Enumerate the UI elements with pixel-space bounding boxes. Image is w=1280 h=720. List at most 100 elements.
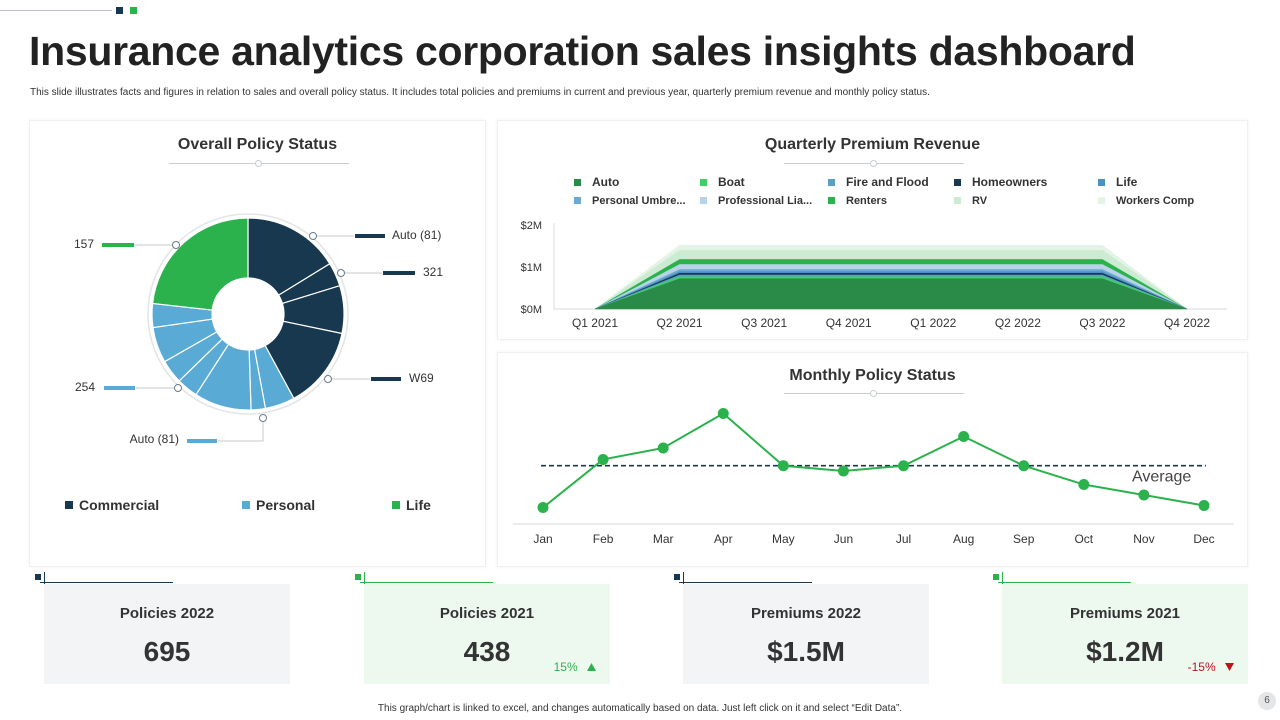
data-point-mar xyxy=(657,442,669,454)
data-point-oct xyxy=(1078,479,1090,491)
kpi-card-premiums-2022[interactable]: Premiums 2022 $1.5M xyxy=(683,584,929,684)
kpi-value: $1.5M xyxy=(767,636,845,667)
donut-chart[interactable]: Auto (81) 321 W69 157 254 Auto (81) Commercial… xyxy=(30,121,487,568)
quarterly-premium-revenue-panel[interactable]: Quarterly Premium Revenue $2M $1M $0M Q1 20… xyxy=(497,120,1248,340)
data-point-dec xyxy=(1198,499,1210,511)
x-tick-label: Q2 2021 xyxy=(657,316,703,330)
callout-leader-line xyxy=(218,422,264,442)
legend-swatch xyxy=(1098,197,1105,204)
legend-label: Fire and Flood xyxy=(846,175,929,189)
kpi-change-value: -15% xyxy=(1187,660,1216,674)
kpi-accent-line xyxy=(998,582,1131,583)
x-tick-label: Q3 2022 xyxy=(1079,316,1125,330)
kpi-accent-line xyxy=(360,582,493,583)
kpi-marker-square xyxy=(355,574,361,580)
callout-dot xyxy=(324,375,332,383)
x-tick-label: Aug xyxy=(953,532,974,546)
kpi-accent-line xyxy=(40,582,173,583)
page-title: Insurance analytics corporation sales in… xyxy=(29,28,1136,74)
series-line xyxy=(542,412,1205,509)
kpi-card-policies-2022[interactable]: Policies 2022 695 xyxy=(44,584,290,684)
data-point-jun xyxy=(837,465,849,477)
callout-dot xyxy=(172,241,180,249)
x-tick-label: Q2 2022 xyxy=(995,316,1041,330)
legend-swatch-commercial xyxy=(65,501,73,509)
kpi-card-policies-2021[interactable]: Policies 2021 438 15% xyxy=(364,584,610,684)
header-accent-square-green xyxy=(130,7,137,14)
kpi-card-premiums-2021[interactable]: Premiums 2021 $1.2M -15% xyxy=(1002,584,1248,684)
data-point-apr xyxy=(717,407,729,419)
data-point-sep xyxy=(1018,460,1030,472)
footer-note: This graph/chart is linked to excel, and… xyxy=(377,703,903,714)
callout-dot xyxy=(174,384,182,392)
x-tick-label: Jan xyxy=(533,532,552,546)
kpi-marker-square xyxy=(674,574,680,580)
legend-label-personal: Personal xyxy=(256,497,315,513)
y-tick-label: $0M xyxy=(521,304,542,316)
callout-label: Auto (81) xyxy=(392,228,441,242)
callout-bar xyxy=(383,271,415,275)
callout-label: Auto (81) xyxy=(130,432,179,446)
x-tick-label: Apr xyxy=(714,532,733,546)
kpi-value: $1.2M xyxy=(1086,636,1164,667)
x-tick-label: Q4 2022 xyxy=(1164,316,1210,330)
callout-label: W69 xyxy=(409,371,434,385)
legend-label-commercial: Commercial xyxy=(79,497,159,513)
area-chart[interactable]: $2M $1M $0M Q1 2021 Q2 2021 Q3 2021 Q4 2021 Q1 … xyxy=(498,121,1249,341)
title-underline-dot xyxy=(870,160,877,167)
callout-dot xyxy=(337,269,345,277)
average-label: Average xyxy=(1132,469,1191,486)
legend-label: Workers Comp xyxy=(1116,195,1194,207)
callout-bar xyxy=(187,439,217,443)
overall-policy-status-title: Overall Policy Status xyxy=(177,136,338,153)
legend-label: Personal Umbre... xyxy=(592,195,686,207)
legend-label: Boat xyxy=(718,175,745,189)
kpi-value: 438 xyxy=(463,636,511,667)
x-tick-label: Q4 2021 xyxy=(826,316,872,330)
legend-swatch xyxy=(954,179,961,186)
legend-swatch xyxy=(574,197,581,204)
legend-swatch xyxy=(954,197,961,204)
arrow-up-icon xyxy=(587,663,596,671)
kpi-marker-square xyxy=(993,574,999,580)
overall-policy-status-panel[interactable]: Overall Policy Status Auto (81) 321 W69 157… xyxy=(29,120,486,567)
legend-label-life: Life xyxy=(406,497,431,513)
data-point-feb xyxy=(597,453,609,465)
x-tick-label: Q3 2021 xyxy=(741,316,787,330)
kpi-label: Policies 2021 xyxy=(439,605,535,622)
legend-swatch xyxy=(574,179,581,186)
callout-label: 157 xyxy=(74,237,94,251)
legend-label: RV xyxy=(972,195,988,207)
kpi-label: Premiums 2021 xyxy=(1069,605,1181,622)
data-point-may xyxy=(777,460,789,472)
x-tick-label: Sep xyxy=(1013,532,1035,546)
line-chart[interactable]: Average Jan Feb Mar Apr May Jun Jul Aug Sep Oct Nov… xyxy=(498,353,1249,568)
x-tick-label: Jul xyxy=(896,532,911,546)
legend-swatch-personal xyxy=(242,501,250,509)
callout-bar xyxy=(355,234,385,238)
callout-bar xyxy=(371,377,401,381)
kpi-accent-line xyxy=(679,582,812,583)
kpi-marker-square xyxy=(35,574,41,580)
donut-outer-ring xyxy=(147,213,349,415)
callout-dot xyxy=(309,232,317,240)
data-point-aug xyxy=(958,430,970,442)
legend-label: Homeowners xyxy=(972,175,1048,189)
kpi-value: 695 xyxy=(143,636,191,667)
data-point-jan xyxy=(537,502,549,514)
legend-swatch xyxy=(828,179,835,186)
title-underline-dot xyxy=(255,160,262,167)
x-tick-label: Feb xyxy=(593,532,614,546)
monthly-policy-status-panel[interactable]: Monthly Policy Status Average Jan Feb Mar Ap… xyxy=(497,352,1248,567)
quarterly-premium-revenue-title: Quarterly Premium Revenue xyxy=(764,136,981,153)
legend-label: Renters xyxy=(846,195,887,207)
x-tick-label: Nov xyxy=(1133,532,1154,546)
arrow-down-icon xyxy=(1225,663,1234,671)
donut-slice-life-11 xyxy=(151,217,249,311)
callout-dot xyxy=(259,414,267,422)
legend-swatch xyxy=(1098,179,1105,186)
x-tick-label: Q1 2021 xyxy=(572,316,618,330)
data-point-jul xyxy=(898,460,910,472)
kpi-change-up: 15% xyxy=(554,660,596,674)
kpi-label: Premiums 2022 xyxy=(750,605,862,622)
